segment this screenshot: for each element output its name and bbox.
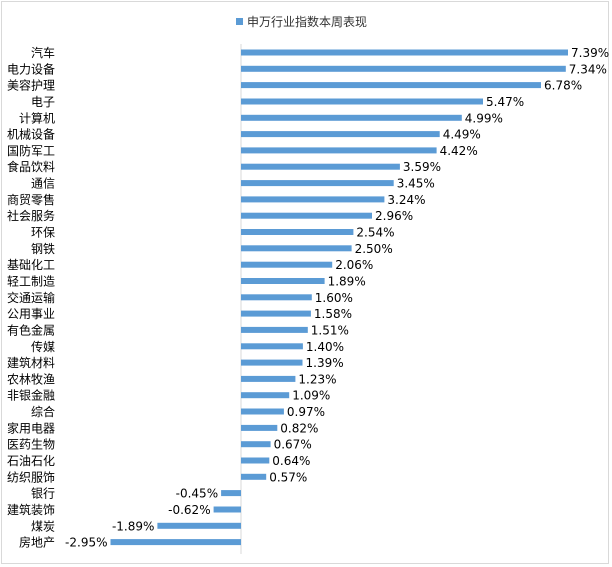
bar-14 [241, 278, 325, 284]
category-label-8: 通信 [31, 177, 55, 191]
bar-25 [241, 457, 270, 464]
value-label-0: 7.39% [571, 46, 609, 60]
category-label-13: 基础化工 [7, 258, 55, 272]
bar-16 [241, 310, 311, 317]
value-label-8: 3.45% [397, 177, 435, 191]
bar-29 [157, 522, 241, 529]
value-label-9: 3.24% [387, 193, 425, 207]
category-label-18: 传媒 [31, 339, 55, 354]
value-label-24: 0.67% [274, 438, 312, 452]
category-label-25: 石油石化 [7, 454, 55, 468]
category-label-17: 有色金属 [7, 322, 55, 337]
value-label-12: 2.50% [355, 242, 393, 256]
bar-0 [241, 49, 568, 56]
value-label-23: 0.82% [280, 421, 318, 435]
bar-23 [241, 424, 278, 431]
value-label-18: 1.40% [306, 340, 344, 354]
bar-18 [241, 343, 303, 350]
bar-7 [241, 163, 400, 170]
category-label-15: 交通运输 [7, 290, 55, 305]
value-label-3: 5.47% [486, 95, 524, 109]
category-label-14: 轻工制造 [7, 275, 55, 289]
category-label-23: 家用电器 [7, 420, 55, 435]
bar-24 [241, 441, 271, 448]
value-label-14: 1.89% [328, 275, 366, 289]
value-label-16: 1.58% [314, 307, 352, 321]
category-label-28: 建筑装饰 [7, 502, 55, 517]
category-label-11: 环保 [31, 226, 55, 240]
category-label-3: 电子 [31, 95, 55, 109]
category-label-30: 房地产 [19, 535, 55, 550]
bar-8 [241, 180, 394, 187]
category-label-22: 综合 [31, 404, 55, 419]
value-label-26: 0.57% [269, 470, 307, 484]
legend-label: 申万行业指数本周表现 [247, 14, 367, 29]
category-label-19: 建筑材料 [7, 355, 55, 370]
bar-3 [241, 98, 483, 105]
category-label-7: 食品饮料 [7, 159, 55, 174]
category-label-4: 计算机 [19, 110, 55, 125]
legend-swatch [236, 18, 243, 25]
value-label-5: 4.49% [443, 128, 481, 142]
category-label-26: 纺织服饰 [7, 470, 55, 484]
category-label-2: 美容护理 [7, 78, 55, 93]
category-label-29: 煤炭 [31, 519, 55, 533]
bar-12 [241, 245, 352, 252]
bar-9 [241, 196, 385, 203]
bar-1 [241, 65, 566, 72]
value-label-27: -0.45% [176, 487, 218, 501]
category-label-9: 商贸零售 [7, 192, 55, 207]
value-label-13: 2.06% [335, 258, 373, 272]
category-label-24: 医药生物 [7, 438, 55, 452]
bar-28 [213, 506, 241, 513]
category-label-10: 社会服务 [7, 208, 55, 223]
bar-10 [241, 212, 372, 219]
value-label-4: 4.99% [465, 111, 503, 125]
category-label-6: 国防军工 [7, 143, 55, 158]
category-label-0: 汽车 [31, 45, 55, 60]
bars: 7.39% 汽车 7.34% 电力设备 6.78% 美容护理 5.47% 电子 4.99% 计算机… [7, 45, 609, 550]
value-label-28: -0.62% [168, 503, 210, 517]
value-label-15: 1.60% [315, 291, 353, 305]
bar-4 [241, 114, 462, 121]
bar-22 [241, 408, 284, 415]
value-label-17: 1.51% [311, 323, 349, 337]
legend: 申万行业指数本周表现 [236, 14, 367, 29]
value-label-1: 7.34% [569, 62, 607, 76]
value-label-2: 6.78% [544, 79, 582, 93]
bar-17 [241, 326, 308, 333]
value-label-11: 2.54% [356, 226, 394, 240]
category-label-16: 公用事业 [7, 307, 55, 321]
value-label-21: 1.09% [292, 389, 330, 403]
value-label-20: 1.23% [298, 372, 336, 386]
category-label-1: 电力设备 [7, 62, 55, 76]
bar-27 [221, 490, 241, 497]
category-label-12: 钢铁 [31, 242, 55, 256]
bar-30 [110, 539, 241, 546]
value-label-29: -1.89% [112, 519, 154, 533]
bar-15 [241, 294, 312, 301]
value-label-22: 0.97% [287, 405, 325, 419]
value-label-10: 2.96% [375, 209, 413, 223]
bar-2 [241, 82, 541, 89]
value-label-19: 1.39% [306, 356, 344, 370]
bar-6 [241, 147, 437, 154]
value-label-7: 3.59% [403, 160, 441, 174]
bar-26 [241, 473, 267, 480]
category-label-21: 非银金融 [7, 388, 55, 403]
bar-21 [241, 392, 290, 399]
value-label-30: -2.95% [65, 536, 107, 550]
bar-19 [241, 359, 303, 366]
category-label-27: 银行 [31, 487, 55, 501]
bar-5 [241, 131, 440, 138]
bar-20 [241, 375, 296, 382]
category-label-20: 农林牧渔 [7, 372, 55, 386]
value-label-6: 4.42% [440, 144, 478, 158]
bar-13 [241, 261, 333, 268]
bar-11 [241, 229, 354, 235]
category-label-5: 机械设备 [7, 127, 55, 142]
value-label-25: 0.64% [272, 454, 310, 468]
